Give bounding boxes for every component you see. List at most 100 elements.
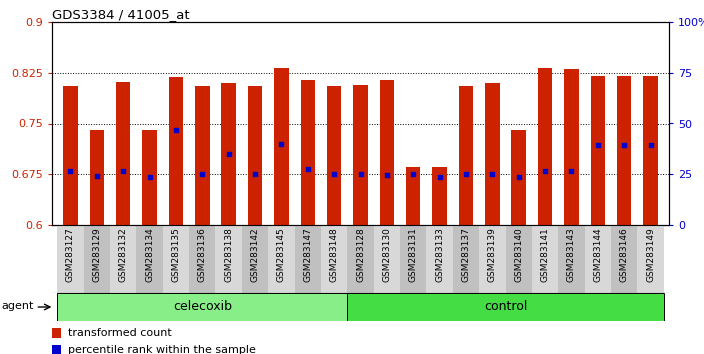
Bar <box>321 225 347 293</box>
Bar <box>169 78 183 225</box>
Text: GSM283146: GSM283146 <box>620 227 629 282</box>
Text: GSM283141: GSM283141 <box>541 227 550 282</box>
Bar <box>274 68 289 225</box>
Bar <box>532 225 558 293</box>
Bar <box>427 225 453 293</box>
Text: GSM283137: GSM283137 <box>461 227 470 282</box>
Bar <box>374 225 400 293</box>
Bar <box>215 225 242 293</box>
Bar <box>195 86 210 225</box>
Point <box>170 127 182 133</box>
Bar <box>400 225 427 293</box>
Bar <box>327 86 341 225</box>
Bar <box>52 328 61 338</box>
Bar <box>63 86 77 225</box>
Text: GSM283135: GSM283135 <box>172 227 180 282</box>
Point <box>513 174 524 180</box>
Text: GSM283129: GSM283129 <box>92 227 101 282</box>
Text: GSM283145: GSM283145 <box>277 227 286 282</box>
Text: celecoxib: celecoxib <box>172 301 232 314</box>
Point <box>92 173 103 179</box>
Bar <box>479 225 505 293</box>
Text: GSM283142: GSM283142 <box>251 227 260 282</box>
Text: GSM283133: GSM283133 <box>435 227 444 282</box>
Text: GDS3384 / 41005_at: GDS3384 / 41005_at <box>52 8 189 21</box>
Bar <box>617 76 631 225</box>
Bar <box>564 69 579 225</box>
Point <box>566 168 577 174</box>
Text: GSM283149: GSM283149 <box>646 227 655 282</box>
Bar <box>643 76 658 225</box>
Text: GSM283128: GSM283128 <box>356 227 365 282</box>
Text: GSM283147: GSM283147 <box>303 227 313 282</box>
Bar <box>89 130 104 225</box>
Bar <box>485 83 500 225</box>
Bar <box>222 83 236 225</box>
Text: GSM283134: GSM283134 <box>145 227 154 282</box>
Bar <box>558 225 584 293</box>
Bar <box>84 225 110 293</box>
Point <box>223 151 234 157</box>
Bar <box>301 80 315 225</box>
Text: GSM283138: GSM283138 <box>224 227 233 282</box>
Bar <box>379 80 394 225</box>
Bar <box>637 225 664 293</box>
Text: agent: agent <box>1 301 34 310</box>
Bar <box>353 85 367 225</box>
Bar <box>57 225 84 293</box>
Bar <box>347 225 374 293</box>
Text: GSM283144: GSM283144 <box>593 227 603 282</box>
Bar <box>137 225 163 293</box>
Bar <box>294 225 321 293</box>
Bar <box>459 86 473 225</box>
Text: GSM283131: GSM283131 <box>409 227 417 282</box>
Text: GSM283136: GSM283136 <box>198 227 207 282</box>
Bar <box>268 225 294 293</box>
Text: GSM283140: GSM283140 <box>514 227 523 282</box>
Bar <box>611 225 637 293</box>
Bar <box>242 225 268 293</box>
Point <box>144 174 155 180</box>
Bar <box>163 225 189 293</box>
Bar <box>116 81 130 225</box>
Point <box>592 142 603 148</box>
Bar <box>432 167 447 225</box>
Bar <box>538 68 553 225</box>
Bar <box>511 130 526 225</box>
Bar <box>142 130 157 225</box>
Text: GSM283148: GSM283148 <box>329 227 339 282</box>
Point <box>382 172 393 178</box>
Bar <box>347 293 664 321</box>
Text: GSM283139: GSM283139 <box>488 227 497 282</box>
Bar <box>110 225 137 293</box>
Point <box>196 171 208 176</box>
Point <box>276 141 287 147</box>
Text: percentile rank within the sample: percentile rank within the sample <box>68 345 256 354</box>
Bar <box>591 76 605 225</box>
Bar <box>584 225 611 293</box>
Text: GSM283130: GSM283130 <box>382 227 391 282</box>
Point <box>486 171 498 176</box>
Point <box>460 171 472 176</box>
Bar <box>57 293 347 321</box>
Text: transformed count: transformed count <box>68 328 171 338</box>
Bar <box>248 86 263 225</box>
Point <box>329 171 340 176</box>
Point <box>65 168 76 174</box>
Bar <box>406 167 420 225</box>
Text: GSM283132: GSM283132 <box>119 227 127 282</box>
Point <box>355 171 366 176</box>
Text: GSM283143: GSM283143 <box>567 227 576 282</box>
Bar <box>189 225 215 293</box>
Bar <box>52 345 61 354</box>
Text: control: control <box>484 301 527 314</box>
Bar <box>453 225 479 293</box>
Point <box>434 174 445 180</box>
Point <box>118 168 129 174</box>
Point <box>249 171 260 176</box>
Point <box>539 168 551 174</box>
Point <box>619 142 630 148</box>
Point <box>302 166 313 172</box>
Point <box>408 171 419 176</box>
Bar <box>505 225 532 293</box>
